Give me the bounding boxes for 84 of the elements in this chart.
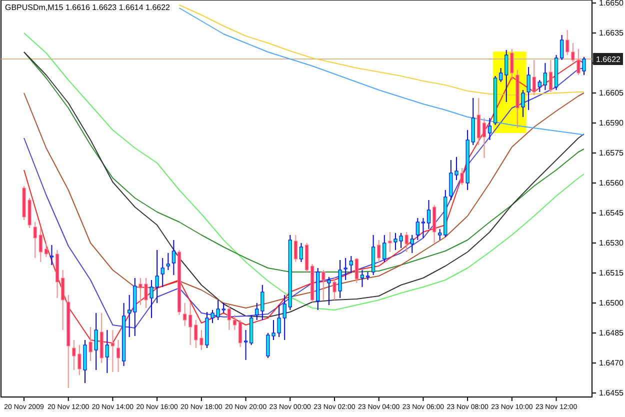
candlestick [255, 302, 259, 320]
candlestick [294, 234, 298, 262]
candlestick [382, 234, 386, 262]
candlestick [282, 294, 286, 340]
candlestick [571, 42, 575, 62]
y-tick-label: 1.6545 [599, 208, 624, 218]
candlestick [421, 218, 426, 238]
candlestick [188, 302, 192, 346]
y-tick-label: 1.6470 [599, 358, 624, 368]
y-tick-label: 1.6455 [599, 388, 624, 398]
candlestick [548, 60, 553, 92]
y-tick-label: 1.6560 [599, 178, 624, 188]
candlestick [538, 80, 542, 92]
candlestick [116, 340, 120, 372]
candlestick [172, 240, 176, 276]
candlestick [354, 258, 358, 284]
y-tick-label: 1.6485 [599, 328, 624, 338]
candlestick [78, 344, 82, 376]
candlestick [404, 232, 408, 252]
candlestick [582, 56, 586, 76]
candlestick [110, 330, 115, 372]
y-tick-label: 1.6515 [599, 268, 624, 278]
candlestick [526, 66, 530, 110]
candlestick [222, 302, 226, 314]
line-series [178, 4, 584, 96]
candlestick [322, 270, 326, 300]
ref-line-label: 1.6622 [596, 55, 622, 64]
candlestick [504, 50, 508, 102]
candlestick [476, 98, 480, 146]
candlestick [566, 30, 570, 56]
candlestick [410, 234, 414, 254]
candlestick [338, 260, 342, 298]
candlestick [105, 330, 109, 374]
candlestick [543, 62, 547, 90]
candlestick [38, 228, 42, 262]
candlestick [238, 320, 242, 348]
candlestick [377, 240, 381, 264]
candlestick [388, 232, 392, 252]
candlestick [438, 228, 442, 240]
candlestick [560, 34, 564, 60]
candlestick [510, 48, 514, 80]
candlestick [576, 48, 580, 76]
candlestick [182, 302, 187, 326]
candlestick [128, 294, 132, 338]
y-tick-label: 1.6530 [599, 238, 624, 248]
candlestick [33, 222, 37, 258]
candlestick [50, 244, 54, 266]
line-series [24, 92, 584, 308]
candlestick [488, 118, 492, 140]
candlestick [88, 326, 92, 362]
candlestick [344, 258, 348, 280]
candlestick [44, 242, 48, 258]
candlestick [349, 256, 353, 274]
candlestick [260, 284, 264, 320]
candlestick [194, 320, 198, 348]
y-tick-label: 1.6605 [599, 88, 624, 98]
candlestick [426, 200, 431, 230]
y-tick-label: 1.6500 [599, 298, 624, 308]
candlestick [332, 276, 336, 300]
candlestick [160, 258, 164, 288]
candlestick [227, 304, 231, 330]
candlestick [61, 270, 65, 330]
candlestick [166, 252, 170, 270]
candlestick [244, 330, 248, 360]
candlestick [72, 340, 76, 370]
y-tick-label: 1.6635 [599, 28, 624, 38]
candlestick [299, 242, 304, 262]
candlestick [471, 98, 475, 146]
candlestick [232, 314, 236, 330]
candlestick [327, 276, 331, 306]
chart-title: GBPUSDm,M15 1.6616 1.6623 1.6614 1.6622 [5, 3, 171, 12]
y-tick-label: 1.6590 [599, 118, 624, 128]
line-series [178, 8, 584, 136]
candlestick [200, 330, 204, 350]
candlestick [360, 270, 364, 288]
candlestick [499, 68, 503, 82]
candlestick [460, 168, 464, 186]
y-tick-label: 1.6650 [599, 0, 624, 8]
candlestick [521, 90, 525, 118]
candlestick [532, 60, 536, 96]
candlestick [482, 118, 486, 158]
y-tick-label: 1.6575 [599, 148, 624, 158]
candlestick [94, 312, 98, 370]
candlestick [416, 218, 420, 240]
